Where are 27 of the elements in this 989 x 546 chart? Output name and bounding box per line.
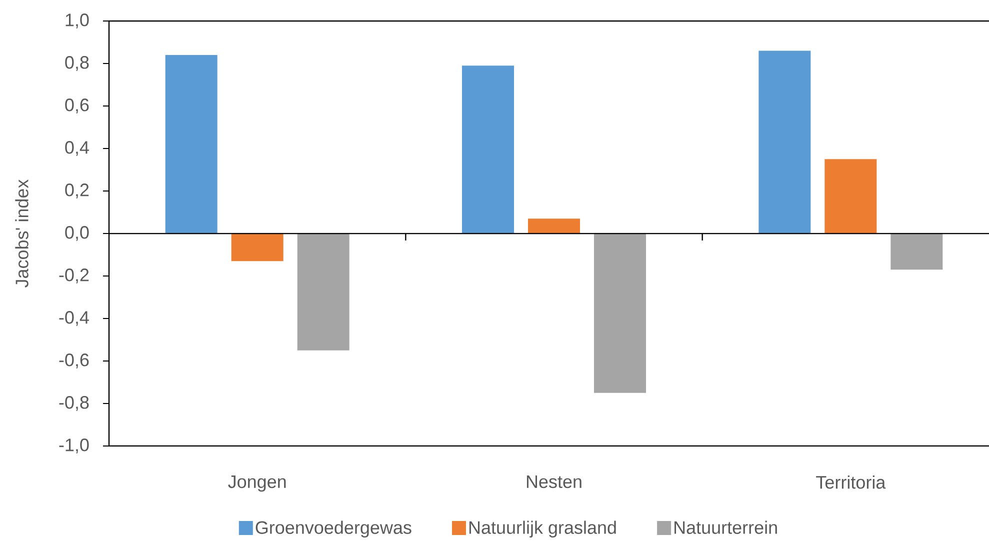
legend-label: Natuurterrein xyxy=(674,520,777,534)
y-tick-label: -0,2 xyxy=(59,268,89,284)
y-tick-label: 0,2 xyxy=(65,184,89,198)
bar xyxy=(824,159,877,234)
y-tick-label: 1,0 xyxy=(66,14,89,28)
bar xyxy=(165,54,218,234)
bar xyxy=(462,66,514,234)
bar xyxy=(528,218,580,234)
x-tick-label: Nesten xyxy=(526,476,582,488)
legend-label: Natuurlijk grasland xyxy=(469,520,616,538)
y-tick-label: 0,8 xyxy=(65,56,89,71)
y-tick-label: -0,6 xyxy=(59,354,89,368)
y-axis-title: Jacobs' index xyxy=(15,179,28,288)
legend-label: Groenvoedergewas xyxy=(256,520,412,538)
bar xyxy=(758,50,811,234)
y-tick-label: -1,0 xyxy=(59,438,89,454)
y-tick-label: 0,4 xyxy=(65,141,89,156)
x-tick-label: Jongen xyxy=(228,476,286,492)
x-tick-label: Territoria xyxy=(816,476,886,489)
bar xyxy=(297,233,350,350)
bar xyxy=(594,233,646,393)
y-tick-label: -0,8 xyxy=(59,396,89,411)
y-tick-label: 0,0 xyxy=(65,226,89,241)
bar xyxy=(890,233,943,270)
bar xyxy=(231,233,284,262)
y-tick-label: 0,6 xyxy=(65,98,89,114)
y-tick-label: -0,4 xyxy=(59,311,89,326)
